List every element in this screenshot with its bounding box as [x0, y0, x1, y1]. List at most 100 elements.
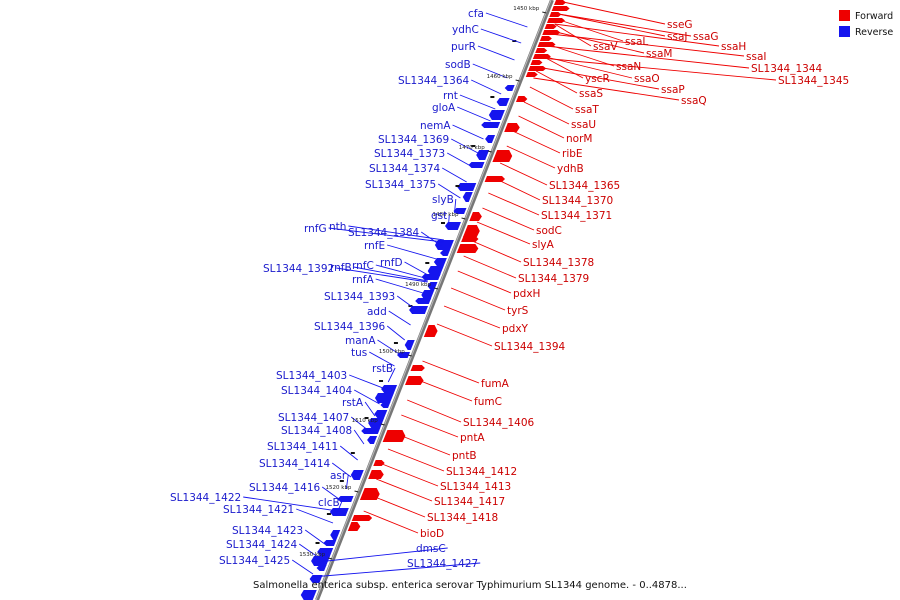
- reverse-gene-label[interactable]: sodB: [445, 59, 471, 71]
- forward-gene-label[interactable]: SL1344_1413: [440, 481, 511, 493]
- forward-gene-label[interactable]: slyA: [532, 239, 555, 251]
- forward-gene-label[interactable]: ssaL: [625, 36, 648, 48]
- reverse-gene-label[interactable]: rstB: [372, 363, 393, 375]
- reverse-gene-label[interactable]: SL1344_1373: [374, 148, 445, 160]
- forward-gene-label[interactable]: ssaS: [579, 88, 603, 100]
- forward-gene-label[interactable]: sodC: [536, 225, 562, 237]
- forward-gene-label[interactable]: ssaH: [721, 41, 746, 53]
- forward-gene-label[interactable]: SL1344_1371: [541, 210, 612, 222]
- forward-gene-label[interactable]: norM: [566, 133, 592, 145]
- reverse-gene-label[interactable]: SL1344_1423: [232, 525, 303, 537]
- reverse-gene-label[interactable]: SL1344_1384: [348, 227, 420, 239]
- reverse-gene-label[interactable]: SL1344_1404: [281, 385, 353, 397]
- reverse-gene-label[interactable]: rnfE: [364, 240, 385, 252]
- reverse-gene-label[interactable]: add: [367, 306, 387, 318]
- forward-gene-label[interactable]: ssaP: [661, 84, 685, 96]
- forward-gene-label[interactable]: ssaJ: [667, 31, 687, 43]
- reverse-gene-label[interactable]: SL1344_1396: [314, 321, 386, 333]
- reverse-gene-label[interactable]: rnfC: [352, 260, 374, 272]
- forward-gene-label[interactable]: pdxY: [502, 323, 529, 335]
- reverse-gene-label[interactable]: SL1344_1421: [223, 504, 294, 516]
- forward-gene-label[interactable]: sseG: [667, 19, 693, 31]
- forward-gene-label[interactable]: yscR: [585, 73, 610, 85]
- reverse-gene-feature: [488, 110, 505, 120]
- reverse-gene-label[interactable]: SL1344_1393: [324, 291, 395, 303]
- reverse-gene-label[interactable]: SL1344_1411: [267, 441, 338, 453]
- reverse-gene-label[interactable]: SL1344_1422: [170, 492, 241, 504]
- reverse-gene-label[interactable]: SL1344_1416: [249, 482, 321, 494]
- forward-gene-label[interactable]: SL1344_1345: [778, 75, 849, 87]
- forward-gene-label[interactable]: fumC: [474, 396, 502, 408]
- reverse-gene-label[interactable]: asr: [330, 470, 347, 482]
- reverse-gene-label[interactable]: manA: [345, 335, 376, 347]
- reverse-gene-label[interactable]: SL1344_1407: [278, 412, 349, 424]
- reverse-gene-feature: [323, 540, 337, 546]
- forward-gene-label[interactable]: fumA: [481, 378, 510, 390]
- reverse-gene-label[interactable]: nth: [329, 221, 346, 233]
- forward-gene-label[interactable]: SL1344_1365: [549, 180, 620, 192]
- forward-leader-line: [533, 77, 680, 101]
- forward-gene-label[interactable]: ssaG: [693, 31, 719, 43]
- forward-gene-label[interactable]: pntA: [460, 432, 485, 444]
- forward-gene-label[interactable]: pdxH: [513, 288, 540, 300]
- reverse-gene-feature: [440, 250, 450, 256]
- forward-gene-feature: [535, 48, 548, 53]
- forward-leader-line: [443, 305, 501, 329]
- forward-gene-label[interactable]: ssaV: [593, 41, 618, 53]
- forward-gene-label[interactable]: bioD: [420, 528, 444, 540]
- forward-gene-label[interactable]: ssaU: [571, 119, 596, 131]
- forward-gene-label[interactable]: SL1344_1406: [463, 417, 535, 429]
- forward-gene-label[interactable]: SL1344_1344: [751, 63, 823, 75]
- reverse-gene-label[interactable]: SL1344_1364: [398, 75, 470, 87]
- reverse-gene-label[interactable]: dmsC: [416, 543, 446, 555]
- forward-gene-label[interactable]: SL1344_1379: [518, 273, 589, 285]
- kbp-tick-label: 1460 kbp: [487, 74, 513, 80]
- reverse-gene-label[interactable]: SL1344_1392: [263, 263, 334, 275]
- reverse-gene-label[interactable]: SL1344_1414: [259, 458, 331, 470]
- reverse-gene-label[interactable]: rnt: [443, 90, 458, 102]
- reverse-gene-label[interactable]: slyB: [432, 194, 454, 206]
- forward-gene-label[interactable]: SL1344_1412: [446, 466, 517, 478]
- reverse-gene-label[interactable]: SL1344_1374: [369, 163, 441, 175]
- reverse-gene-label[interactable]: SL1344_1427: [407, 558, 478, 570]
- forward-gene-label[interactable]: SL1344_1378: [523, 257, 594, 269]
- reverse-gene-label[interactable]: purR: [451, 41, 476, 53]
- forward-gene-label[interactable]: ydhB: [557, 163, 584, 175]
- reverse-gene-label[interactable]: nemA: [420, 120, 451, 132]
- forward-gene-label[interactable]: SL1344_1370: [542, 195, 613, 207]
- reverse-gene-label[interactable]: SL1344_1375: [365, 179, 436, 191]
- forward-gene-feature: [539, 36, 552, 41]
- forward-gene-label[interactable]: pntB: [452, 450, 477, 462]
- reverse-gene-label[interactable]: SL1344_1424: [226, 539, 298, 551]
- forward-gene-label[interactable]: SL1344_1417: [434, 496, 505, 508]
- forward-gene-label[interactable]: ribE: [562, 148, 583, 160]
- reverse-gene-label[interactable]: rnfA: [352, 274, 374, 286]
- forward-gene-label[interactable]: ssaT: [575, 104, 599, 116]
- reverse-gene-label[interactable]: rstA: [342, 397, 364, 409]
- reverse-gene-label[interactable]: gloA: [432, 102, 456, 114]
- forward-gene-label[interactable]: ssaI: [746, 51, 766, 63]
- forward-gene-label[interactable]: SL1344_1394: [494, 341, 566, 353]
- reverse-gene-label[interactable]: gst: [431, 210, 447, 222]
- forward-gene-feature: [463, 225, 480, 237]
- forward-gene-label[interactable]: SL1344_1418: [427, 512, 498, 524]
- forward-gene-label[interactable]: ssaN: [616, 61, 641, 73]
- reverse-gene-label[interactable]: tus: [351, 347, 367, 359]
- reverse-gene-label[interactable]: cfa: [468, 8, 484, 20]
- reverse-gene-label[interactable]: rnfD: [380, 257, 403, 269]
- reverse-gene-label[interactable]: clcB: [318, 497, 340, 509]
- reverse-gene-label[interactable]: rnfG: [304, 223, 327, 235]
- reverse-gene-label[interactable]: SL1344_1369: [378, 134, 449, 146]
- kbp-tick-label: 1520 kbp: [326, 485, 352, 491]
- forward-gene-label[interactable]: ssaM: [646, 48, 672, 60]
- reverse-gene-label[interactable]: SL1344_1425: [219, 555, 290, 567]
- reverse-gene-label[interactable]: SL1344_1403: [276, 370, 347, 382]
- reverse-gene-label[interactable]: rnfB: [330, 262, 352, 274]
- forward-gene-label[interactable]: ssaQ: [681, 95, 707, 107]
- forward-gene-label[interactable]: ssaO: [634, 73, 660, 85]
- reverse-gene-label[interactable]: SL1344_1408: [281, 425, 352, 437]
- reverse-gene-feature: [300, 590, 317, 600]
- kbp-tick-label: 1450 kbp: [513, 6, 539, 12]
- reverse-gene-label[interactable]: ydhC: [452, 24, 479, 36]
- forward-gene-label[interactable]: tyrS: [507, 305, 529, 317]
